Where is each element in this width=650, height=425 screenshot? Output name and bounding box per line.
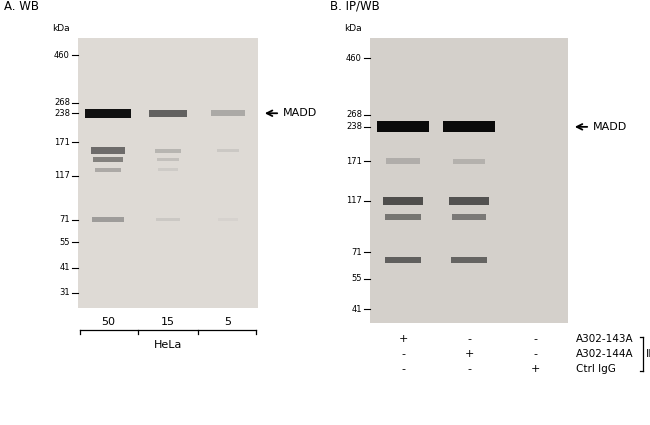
Text: 50: 50 xyxy=(101,317,115,327)
Text: 5: 5 xyxy=(224,317,231,327)
Text: 15: 15 xyxy=(161,317,175,327)
Text: 171: 171 xyxy=(54,138,70,147)
Bar xyxy=(95,168,121,172)
Bar xyxy=(386,158,420,164)
Text: kDa: kDa xyxy=(53,23,70,32)
Text: 41: 41 xyxy=(352,305,362,314)
Text: 171: 171 xyxy=(346,157,362,166)
Text: 71: 71 xyxy=(59,215,70,224)
Bar xyxy=(384,197,423,204)
Bar xyxy=(158,168,178,171)
Bar xyxy=(385,257,421,263)
Text: IP: IP xyxy=(646,349,650,359)
Bar xyxy=(156,218,180,221)
Bar xyxy=(370,38,568,323)
Bar xyxy=(218,218,238,221)
Bar xyxy=(84,109,131,118)
Bar xyxy=(376,122,430,132)
Text: -: - xyxy=(401,349,405,359)
Bar xyxy=(451,257,487,263)
Text: -: - xyxy=(533,349,537,359)
Text: A302-144A: A302-144A xyxy=(576,349,634,359)
Text: A302-143A: A302-143A xyxy=(576,334,634,344)
Text: 238: 238 xyxy=(346,122,362,131)
Text: +: + xyxy=(464,349,474,359)
Text: kDa: kDa xyxy=(344,23,362,32)
Bar xyxy=(449,197,489,204)
Text: 31: 31 xyxy=(59,288,70,297)
Text: B. IP/WB: B. IP/WB xyxy=(330,0,380,12)
Text: HeLa: HeLa xyxy=(154,340,182,350)
Bar xyxy=(385,214,421,220)
Bar xyxy=(155,149,181,153)
Bar xyxy=(157,159,179,162)
Text: 117: 117 xyxy=(346,196,362,205)
Text: 117: 117 xyxy=(54,171,70,180)
Bar xyxy=(149,110,187,117)
Bar xyxy=(452,214,486,220)
Text: -: - xyxy=(401,364,405,374)
Text: 55: 55 xyxy=(60,238,70,246)
Text: +: + xyxy=(530,364,540,374)
Bar xyxy=(443,122,495,132)
Text: 460: 460 xyxy=(54,51,70,60)
Text: 41: 41 xyxy=(60,264,70,272)
Text: MADD: MADD xyxy=(283,108,317,118)
Text: A. WB: A. WB xyxy=(4,0,39,12)
Text: Ctrl IgG: Ctrl IgG xyxy=(576,364,616,374)
Text: 268: 268 xyxy=(346,110,362,119)
Bar xyxy=(92,217,124,222)
Text: 71: 71 xyxy=(352,248,362,257)
Text: -: - xyxy=(467,334,471,344)
Bar xyxy=(78,38,258,308)
Text: +: + xyxy=(398,334,408,344)
Bar xyxy=(91,147,125,154)
Text: 238: 238 xyxy=(54,109,70,118)
Text: 55: 55 xyxy=(352,275,362,283)
Bar xyxy=(94,157,122,162)
Text: 460: 460 xyxy=(346,54,362,63)
Text: MADD: MADD xyxy=(593,122,627,132)
Text: 268: 268 xyxy=(54,98,70,108)
Bar xyxy=(218,150,239,153)
Text: -: - xyxy=(467,364,471,374)
Text: -: - xyxy=(533,334,537,344)
Bar xyxy=(453,159,485,164)
Bar xyxy=(211,110,245,116)
